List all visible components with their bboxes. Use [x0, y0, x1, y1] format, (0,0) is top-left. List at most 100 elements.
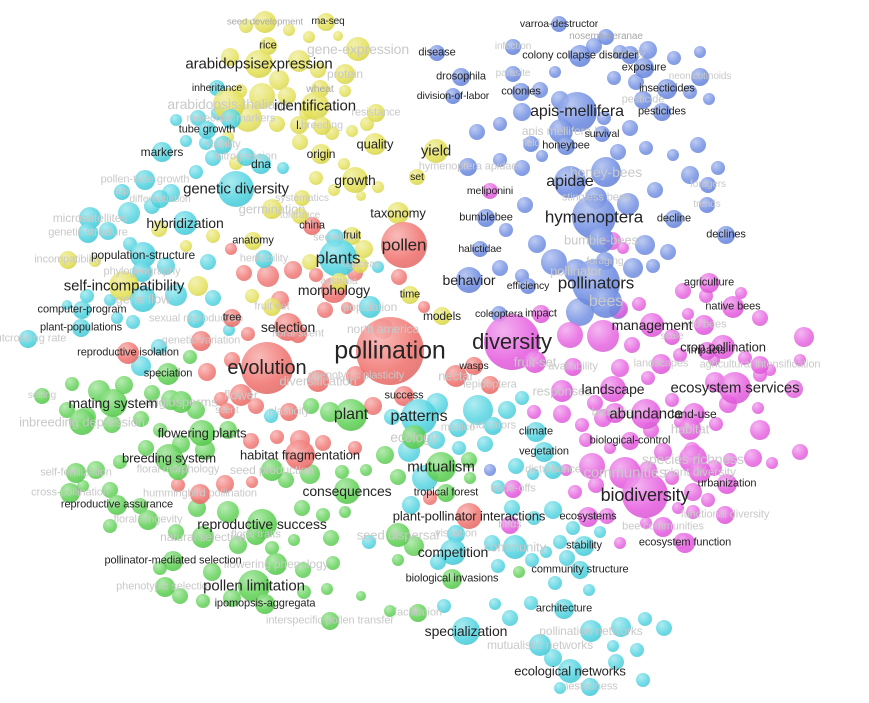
map-node-nectar[interactable]	[445, 365, 467, 387]
map-node-selfing[interactable]	[34, 388, 50, 404]
map-node[interactable]	[224, 352, 240, 368]
map-node[interactable]	[544, 501, 562, 519]
map-node-flower[interactable]	[230, 384, 252, 406]
map-node[interactable]	[384, 409, 400, 425]
map-node[interactable]	[540, 546, 552, 558]
map-node[interactable]	[498, 401, 516, 419]
map-node-reproductive-isolation[interactable]	[117, 342, 139, 364]
map-node[interactable]	[541, 249, 567, 275]
map-node-floral-scent[interactable]	[289, 325, 307, 343]
map-node-computer-program[interactable]	[73, 301, 91, 319]
map-node-management[interactable]	[640, 313, 664, 337]
map-node[interactable]	[703, 93, 715, 105]
map-node[interactable]	[513, 103, 531, 121]
map-node-cross-pollination[interactable]	[60, 483, 80, 503]
map-node[interactable]	[525, 553, 539, 567]
map-node[interactable]	[493, 153, 507, 167]
map-node-agricultural-intensification[interactable]	[751, 356, 769, 374]
map-node[interactable]	[491, 480, 505, 494]
map-node-apidae[interactable]	[554, 166, 586, 198]
map-node[interactable]	[198, 363, 216, 381]
map-node[interactable]	[278, 472, 294, 488]
map-node[interactable]	[684, 483, 702, 501]
map-node[interactable]	[686, 505, 700, 519]
map-node-foragers[interactable]	[700, 177, 716, 193]
map-node[interactable]	[111, 312, 123, 324]
map-node[interactable]	[87, 461, 105, 479]
map-node[interactable]	[103, 415, 121, 433]
map-node[interactable]	[338, 158, 350, 170]
map-node[interactable]	[288, 50, 310, 72]
map-node-colonies[interactable]	[512, 83, 530, 101]
map-node-viability[interactable]	[214, 136, 232, 154]
map-node[interactable]	[133, 411, 149, 427]
map-node-meliponini[interactable]	[482, 183, 498, 199]
map-node[interactable]	[682, 308, 694, 320]
map-node[interactable]	[701, 493, 715, 507]
map-node[interactable]	[723, 453, 737, 467]
map-node-abundance[interactable]	[631, 399, 661, 429]
map-node-pollination-networks[interactable]	[580, 620, 602, 642]
map-node[interactable]	[372, 181, 384, 193]
map-node-field[interactable]	[523, 136, 539, 152]
map-node-flowering-phenology[interactable]	[265, 553, 287, 575]
map-node[interactable]	[597, 111, 611, 125]
map-node-gene-flow[interactable]	[130, 286, 156, 312]
map-node[interactable]	[624, 337, 640, 353]
map-node[interactable]	[437, 599, 451, 613]
map-node[interactable]	[270, 430, 284, 444]
map-node-australia[interactable]	[330, 273, 348, 291]
map-node-stability[interactable]	[574, 536, 594, 556]
map-node-impacts[interactable]	[698, 342, 716, 360]
map-node[interactable]	[348, 441, 362, 455]
map-node[interactable]	[333, 31, 343, 41]
map-node-scent[interactable]	[219, 403, 235, 419]
map-node-habitat[interactable]	[679, 418, 701, 440]
map-node-resistance[interactable]	[367, 104, 385, 122]
map-node[interactable]	[214, 392, 228, 406]
map-node[interactable]	[544, 649, 562, 667]
map-node-pollen[interactable]	[381, 222, 427, 268]
map-node[interactable]	[165, 284, 187, 306]
map-node-floral-longevity[interactable]	[138, 510, 158, 530]
map-node-differentiation[interactable]	[151, 190, 169, 208]
map-node-bumblebee[interactable]	[477, 209, 495, 227]
map-node-genetic-diversity[interactable]	[218, 171, 254, 207]
map-node-markers[interactable]	[152, 142, 172, 162]
map-node[interactable]	[639, 41, 657, 59]
map-node[interactable]	[131, 356, 151, 376]
map-node-mutualistic-networks[interactable]	[529, 634, 551, 656]
map-node-sexual-reproduction[interactable]	[187, 310, 205, 328]
map-node[interactable]	[372, 261, 384, 273]
map-node[interactable]	[667, 149, 679, 161]
map-node[interactable]	[302, 254, 318, 270]
map-node[interactable]	[65, 377, 79, 391]
map-node[interactable]	[113, 455, 127, 469]
map-node[interactable]	[654, 443, 672, 461]
map-node-community-structure[interactable]	[571, 561, 589, 579]
map-node[interactable]	[532, 82, 548, 98]
map-node[interactable]	[151, 221, 167, 237]
map-node-native-bees[interactable]	[722, 296, 744, 318]
map-node[interactable]	[493, 117, 507, 131]
map-node[interactable]	[502, 610, 518, 626]
map-node[interactable]	[690, 137, 706, 153]
map-node-gene-expression[interactable]	[346, 37, 370, 61]
map-node[interactable]	[77, 480, 89, 492]
map-node-plant-diversity[interactable]	[689, 461, 711, 483]
map-node[interactable]	[187, 401, 205, 419]
map-node-honeybee[interactable]	[557, 137, 575, 155]
map-node[interactable]	[288, 534, 300, 546]
map-node[interactable]	[153, 423, 167, 437]
map-node[interactable]	[489, 598, 501, 610]
map-node[interactable]	[667, 51, 681, 65]
map-node-habitat-fragmentation[interactable]	[285, 440, 315, 470]
map-node-behavior[interactable]	[456, 267, 482, 293]
map-node[interactable]	[588, 477, 604, 493]
map-node-landscape[interactable]	[600, 376, 626, 402]
map-node[interactable]	[328, 184, 340, 196]
map-node-seed-development[interactable]	[254, 11, 276, 33]
map-node[interactable]	[639, 141, 653, 155]
map-node-interspecific-pollen-transfer[interactable]	[321, 612, 339, 630]
